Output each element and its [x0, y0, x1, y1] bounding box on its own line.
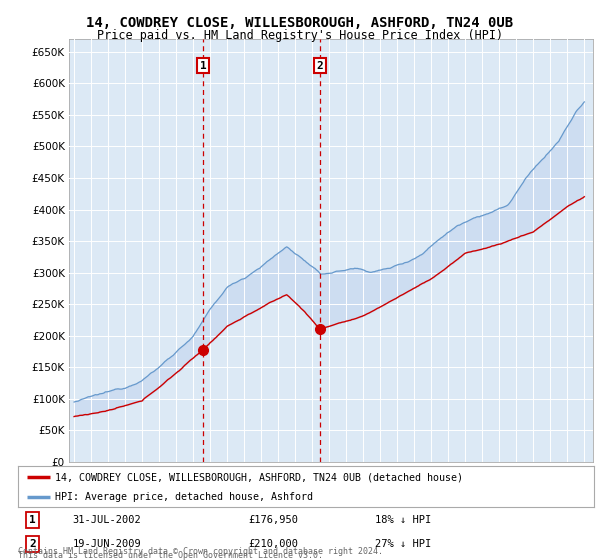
Text: HPI: Average price, detached house, Ashford: HPI: Average price, detached house, Ashf… — [55, 492, 313, 502]
Text: Contains HM Land Registry data © Crown copyright and database right 2024.: Contains HM Land Registry data © Crown c… — [18, 547, 383, 556]
Text: 27% ↓ HPI: 27% ↓ HPI — [375, 539, 431, 549]
Text: 14, COWDREY CLOSE, WILLESBOROUGH, ASHFORD, TN24 0UB: 14, COWDREY CLOSE, WILLESBOROUGH, ASHFOR… — [86, 16, 514, 30]
Text: £176,950: £176,950 — [248, 515, 298, 525]
Text: Price paid vs. HM Land Registry's House Price Index (HPI): Price paid vs. HM Land Registry's House … — [97, 29, 503, 42]
Text: 14, COWDREY CLOSE, WILLESBOROUGH, ASHFORD, TN24 0UB (detached house): 14, COWDREY CLOSE, WILLESBOROUGH, ASHFOR… — [55, 473, 463, 482]
Text: 18% ↓ HPI: 18% ↓ HPI — [375, 515, 431, 525]
Text: 1: 1 — [29, 515, 36, 525]
Text: 1: 1 — [200, 60, 206, 71]
Text: 31-JUL-2002: 31-JUL-2002 — [73, 515, 142, 525]
Text: This data is licensed under the Open Government Licence v3.0.: This data is licensed under the Open Gov… — [18, 551, 323, 560]
Text: 2: 2 — [317, 60, 323, 71]
Text: 2: 2 — [29, 539, 36, 549]
Text: 19-JUN-2009: 19-JUN-2009 — [73, 539, 142, 549]
Text: £210,000: £210,000 — [248, 539, 298, 549]
